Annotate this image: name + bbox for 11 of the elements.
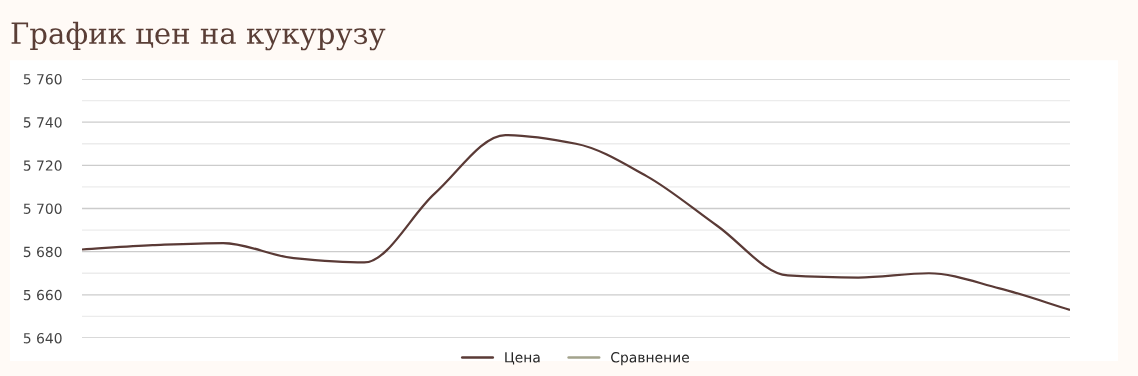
- y-tick-label: 5 640: [23, 332, 62, 344]
- y-tick-label: 5 700: [23, 203, 62, 214]
- y-tick-label: 5 720: [23, 160, 62, 171]
- y-tick-label: 5 760: [23, 73, 62, 85]
- legend-label: Сравнение: [611, 352, 690, 366]
- y-tick-label: 5 740: [23, 117, 62, 128]
- legend-label: Цена: [505, 352, 540, 365]
- y-tick-label: 5 680: [23, 246, 62, 258]
- y-tick-label: 5 660: [23, 289, 62, 301]
- chart-title: График цен на кукурузу: [11, 21, 386, 51]
- line-series: [82, 134, 1070, 312]
